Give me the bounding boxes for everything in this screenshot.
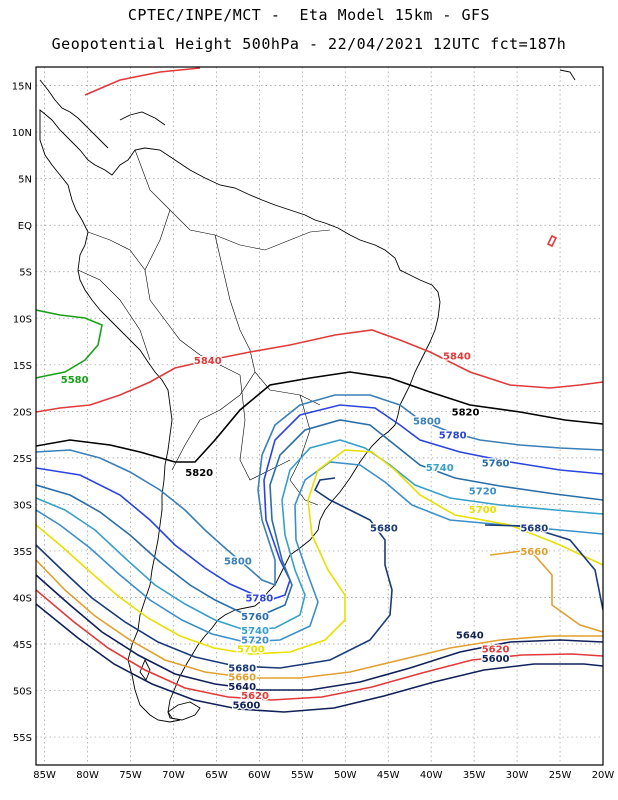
- contour-line-5820: [36, 371, 603, 463]
- contour-line-5760: [36, 419, 603, 616]
- contour-label: 5740: [426, 463, 454, 474]
- latitude-tick-label: 40S: [13, 593, 32, 604]
- contour-label: 5640: [228, 682, 256, 693]
- longitude-tick-label: 55W: [291, 770, 314, 781]
- longitude-labels: 85W 80W 75W 70W 65W 60W 55W 50W 45W 40W 35W 30W 25W 2…: [33, 770, 614, 781]
- map-title-line-1: CPTEC/INPE/MCT - Eta Model 15km - GFS: [127, 6, 491, 24]
- latitude-tick-label: 5S: [19, 268, 32, 279]
- longitude-tick-label: 50W: [334, 770, 357, 781]
- contour-label: 5700: [469, 505, 497, 516]
- longitude-tick-label: 30W: [506, 770, 529, 781]
- latitude-tick-label: 45S: [13, 640, 32, 651]
- latitude-tick-label: 50S: [13, 687, 32, 698]
- longitude-tick-label: 80W: [76, 770, 99, 781]
- contour-label: 5740: [241, 626, 269, 637]
- latitude-tick-label: 5N: [18, 175, 32, 186]
- longitude-tick-label: 25W: [549, 770, 572, 781]
- latitude-tick-label: 30S: [13, 500, 32, 511]
- contour-line-5660: [36, 549, 603, 679]
- longitude-tick-label: 45W: [377, 770, 400, 781]
- contour-line-5640: [36, 574, 603, 691]
- contour-label: 5800: [224, 556, 252, 567]
- latitude-tick-label: EQ: [18, 221, 32, 232]
- contour-line-5580: [36, 309, 103, 379]
- graticule: [36, 67, 604, 765]
- longitude-tick-label: 60W: [248, 770, 271, 781]
- contour-label: 5780: [439, 431, 467, 442]
- latitude-labels: 15N 10N 5N EQ 5S 10S 15S 20S 25S 30S 35S 40S 45S 50S 5…: [12, 82, 32, 744]
- latitude-tick-label: 15N: [12, 82, 32, 93]
- latitude-tick-label: 10N: [12, 128, 32, 139]
- contour-label: 5840: [194, 356, 222, 367]
- contour-label: 5680: [520, 524, 548, 535]
- longitude-tick-label: 75W: [119, 770, 142, 781]
- country-borders: [77, 149, 331, 506]
- contour-line-5840: [546, 234, 558, 248]
- latitude-tick-label: 25S: [13, 454, 32, 465]
- latitude-tick-label: 15S: [13, 361, 32, 372]
- latitude-tick-label: 10S: [13, 314, 32, 325]
- contour-line-5840: [36, 329, 603, 413]
- contour-label: 5780: [245, 593, 273, 604]
- latitude-tick-label: 35S: [13, 547, 32, 558]
- contour-label: 5600: [482, 654, 510, 665]
- longitude-tick-label: 35W: [463, 770, 486, 781]
- contour-label: 5700: [237, 645, 265, 656]
- contour-label: 5660: [520, 547, 548, 558]
- contour-label: 5760: [241, 612, 269, 623]
- latitude-tick-label: 55S: [13, 733, 32, 744]
- contour-label: 5820: [185, 468, 213, 479]
- contour-label: 5720: [469, 486, 497, 497]
- contour-label: 5640: [456, 631, 484, 642]
- contour-label: 5680: [370, 524, 398, 535]
- longitude-tick-label: 85W: [33, 770, 56, 781]
- map-title-line-2: Geopotential Height 500hPa - 22/04/2021 …: [51, 35, 567, 53]
- longitude-tick-label: 20W: [592, 770, 615, 781]
- contour-line-5720: [36, 461, 603, 643]
- contour-label: 5660: [228, 673, 256, 684]
- contour-line-5600: [36, 603, 603, 713]
- longitude-tick-label: 65W: [205, 770, 228, 781]
- contour-line-5620: [36, 589, 603, 701]
- contour-line-5780: [36, 404, 603, 601]
- contour-label: 5580: [61, 375, 89, 386]
- contour-line-5840: [84, 67, 201, 96]
- contour-line-5740: [36, 439, 603, 631]
- contour-line-5700: [36, 449, 603, 655]
- longitude-tick-label: 40W: [420, 770, 443, 781]
- contour-label-layer: 5580 5840 5840 5820 5820 5800 5800 5780 5780 5760…: [59, 350, 549, 713]
- latitude-tick-label: 20S: [13, 407, 32, 418]
- contour-line-5680: [36, 477, 603, 669]
- map-frame: [35, 66, 604, 766]
- height-contours: [36, 67, 603, 713]
- coastline-central-america: [39, 69, 576, 149]
- contour-label: 5680: [228, 663, 256, 674]
- contour-label: 5840: [443, 352, 471, 363]
- contour-label: 5620: [241, 691, 269, 702]
- contour-label: 5600: [233, 701, 261, 712]
- contour-label: 5820: [452, 407, 480, 418]
- contour-line-5800: [36, 394, 603, 587]
- contour-label: 5800: [413, 417, 441, 428]
- contour-label: 5620: [482, 645, 510, 656]
- contour-label: 5760: [482, 459, 510, 470]
- longitude-tick-label: 70W: [162, 770, 185, 781]
- contour-label: 5720: [241, 635, 269, 646]
